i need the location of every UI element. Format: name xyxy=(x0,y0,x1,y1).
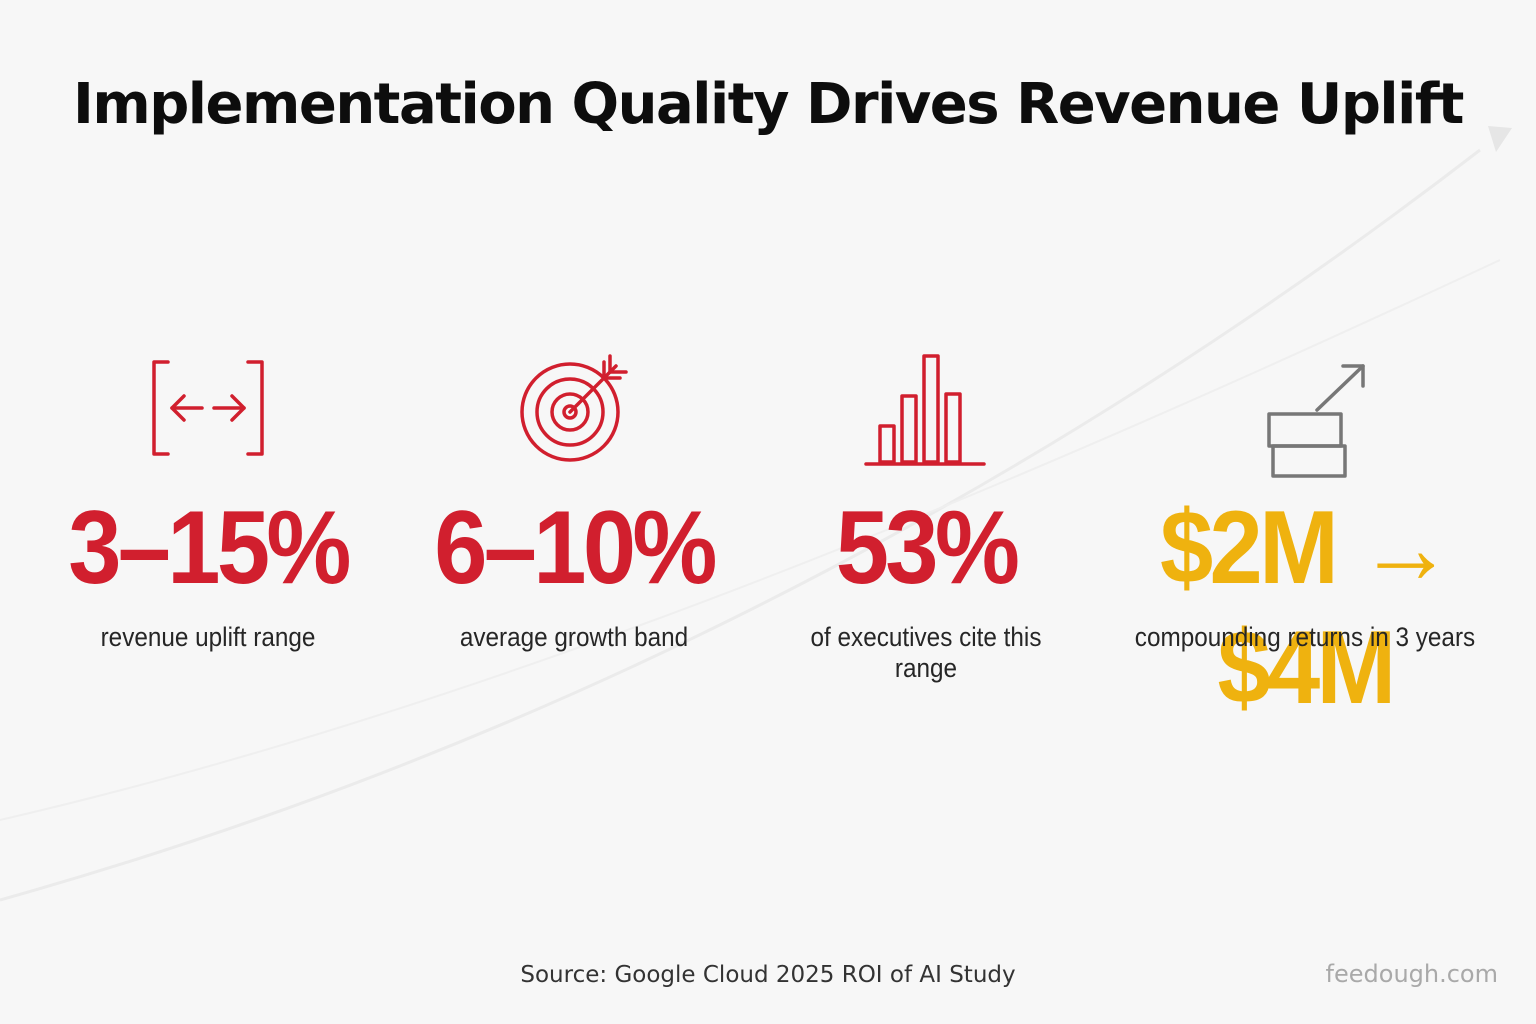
range-brackets-icon xyxy=(152,360,264,456)
stat-value: 3–15% xyxy=(68,490,351,606)
target-icon xyxy=(520,354,628,462)
stat-description: compounding returns in 3 years xyxy=(1134,622,1476,652)
stat-compounding-returns: $2M → $4M compounding returns in 3 years xyxy=(1100,330,1510,726)
stat-value: 53% xyxy=(835,490,1020,606)
stat-description: average growth band xyxy=(459,622,689,652)
growth-arrow-icon xyxy=(1267,364,1365,478)
stat-description: of executives cite this range xyxy=(810,622,1042,683)
stat-value: $2M → $4M xyxy=(1159,490,1454,726)
site-watermark: feedough.com xyxy=(1325,960,1498,988)
stat-value: 6–10% xyxy=(434,490,717,606)
stat-revenue-uplift: 3–15% revenue uplift range xyxy=(30,330,386,690)
stat-executives: 53% of executives cite this range xyxy=(760,330,1092,690)
source-citation: Source: Google Cloud 2025 ROI of AI Stud… xyxy=(520,962,1016,988)
bar-chart-icon xyxy=(864,354,986,466)
stat-growth-band: 6–10% average growth band xyxy=(404,330,744,690)
page-title: Implementation Quality Drives Revenue Up… xyxy=(73,72,1464,137)
stat-description: revenue uplift range xyxy=(100,622,316,652)
